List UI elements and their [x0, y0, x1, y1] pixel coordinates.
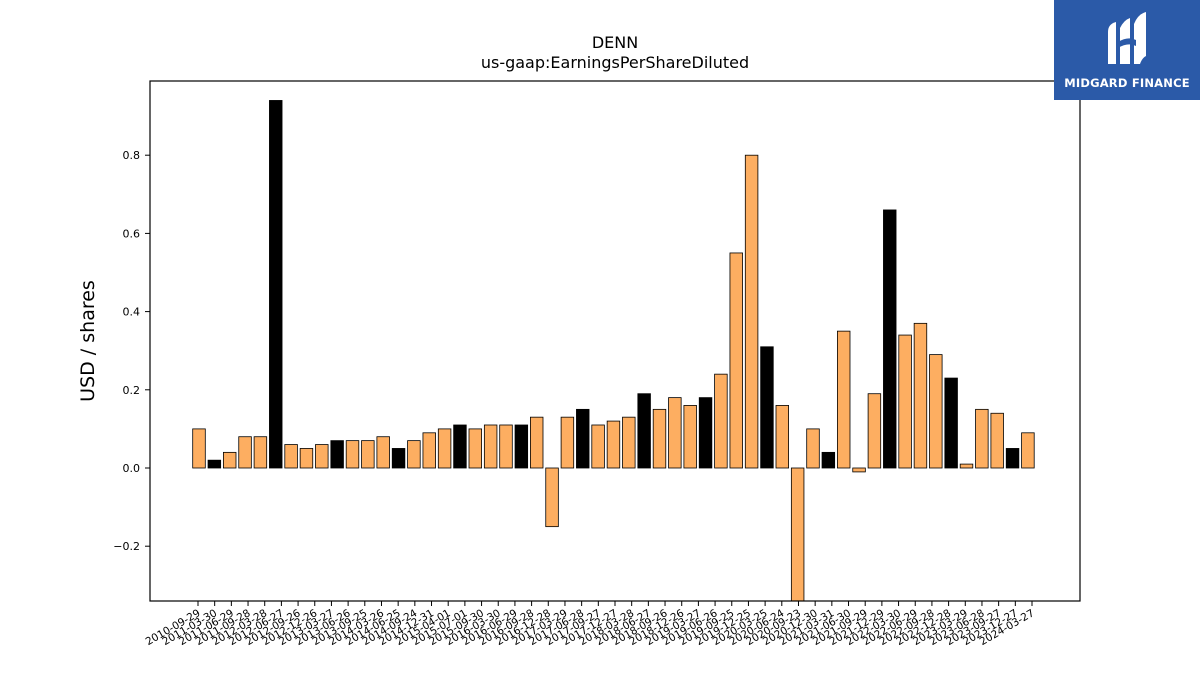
bar-2015-07-01	[483, 424, 498, 469]
bar-2017-09-27	[622, 416, 636, 469]
bar-2021-03-31	[837, 330, 851, 469]
bar-2018-03-28	[652, 408, 667, 469]
bar-2016-06-29	[545, 467, 559, 528]
bar-2020-09-23	[806, 428, 820, 469]
bar-2022-03-30	[898, 334, 912, 469]
bar-2019-03-27	[714, 373, 728, 469]
bar-2014-03-26	[407, 440, 421, 469]
bar-2011-03-30	[222, 451, 237, 469]
bar-2011-06-29	[238, 436, 252, 469]
bar-2019-12-25	[760, 346, 774, 469]
bar-2016-12-28	[576, 408, 590, 469]
midgard-finance-logo-icon	[1102, 8, 1152, 74]
bar-2023-06-28	[975, 408, 989, 469]
bar-2010-12-29	[207, 459, 222, 469]
bar-2012-06-27	[299, 448, 314, 469]
bar-2012-12-26	[330, 440, 344, 469]
y-tick-label: 0.4	[123, 306, 141, 319]
bar-2018-09-26	[683, 405, 697, 469]
bar-2017-12-27	[637, 393, 651, 469]
bar-2023-12-27	[1005, 448, 1020, 469]
bar-2023-03-29	[959, 463, 974, 469]
bar-2014-09-24	[437, 428, 452, 469]
y-axis-label: USD / shares	[77, 280, 99, 402]
chart-subtitle: us-gaap:EarningsPerShareDiluted	[481, 53, 749, 72]
y-axis: −0.2 0.0 0.2 0.4 0.6 0.8	[113, 149, 150, 553]
bar-2020-12-30	[821, 451, 836, 469]
bar-2022-12-28	[944, 377, 958, 469]
brand-name: MIDGARD FINANCE	[1064, 76, 1190, 90]
bar-2023-09-27	[990, 412, 1004, 469]
bar-2018-06-27	[668, 397, 682, 469]
bar-group	[192, 100, 1035, 602]
y-tick-label: 0.2	[123, 384, 141, 397]
bar-2016-09-28	[560, 416, 575, 469]
bar-2011-12-28	[269, 100, 283, 469]
bar-2022-06-29	[913, 322, 928, 469]
bar-2021-09-29	[867, 393, 882, 469]
bar-2017-03-29	[591, 424, 605, 469]
plot-frame	[149, 80, 1081, 602]
bar-2015-12-30	[514, 424, 529, 469]
bar-2013-09-25	[376, 436, 390, 469]
bar-2020-06-24	[790, 467, 805, 602]
bar-2019-09-25	[744, 154, 759, 469]
bar-2013-06-26	[361, 440, 375, 469]
bar-2011-09-28	[253, 436, 268, 469]
y-tick-label: 0.6	[123, 227, 141, 240]
bar-2017-06-28	[606, 420, 621, 469]
bar-2024-03-27	[1021, 432, 1035, 469]
bar-2014-12-31	[453, 424, 467, 469]
bar-2022-09-28	[929, 354, 943, 469]
bar-2019-06-26	[729, 252, 743, 469]
bar-2016-03-30	[530, 416, 544, 469]
bar-2014-06-25	[422, 432, 436, 469]
y-tick-label: 0.8	[123, 149, 141, 162]
bar-2012-03-28	[284, 444, 298, 469]
brand-logo: MIDGARD FINANCE	[1054, 0, 1200, 100]
bar-2015-04-01	[468, 428, 483, 469]
bar-2010-09-29	[192, 428, 206, 469]
bar-2015-09-30	[499, 424, 513, 469]
chart-title: DENN	[592, 33, 638, 52]
y-tick-label: −0.2	[113, 540, 140, 553]
bar-2020-03-25	[775, 405, 790, 469]
bar-2013-12-25	[391, 448, 406, 469]
bar-2018-12-26	[698, 397, 713, 469]
bar-2013-03-27	[345, 440, 360, 469]
x-axis: 2010-09-292011-03-302011-06-292011-09-28…	[144, 601, 1037, 648]
bar-2012-09-26	[315, 444, 329, 469]
y-tick-label: 0.0	[123, 462, 141, 475]
bar-2021-06-30	[852, 467, 866, 473]
bar-2021-12-29	[883, 209, 897, 469]
